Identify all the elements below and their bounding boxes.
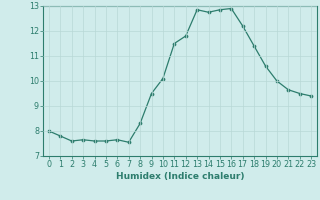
X-axis label: Humidex (Indice chaleur): Humidex (Indice chaleur) [116,172,244,181]
